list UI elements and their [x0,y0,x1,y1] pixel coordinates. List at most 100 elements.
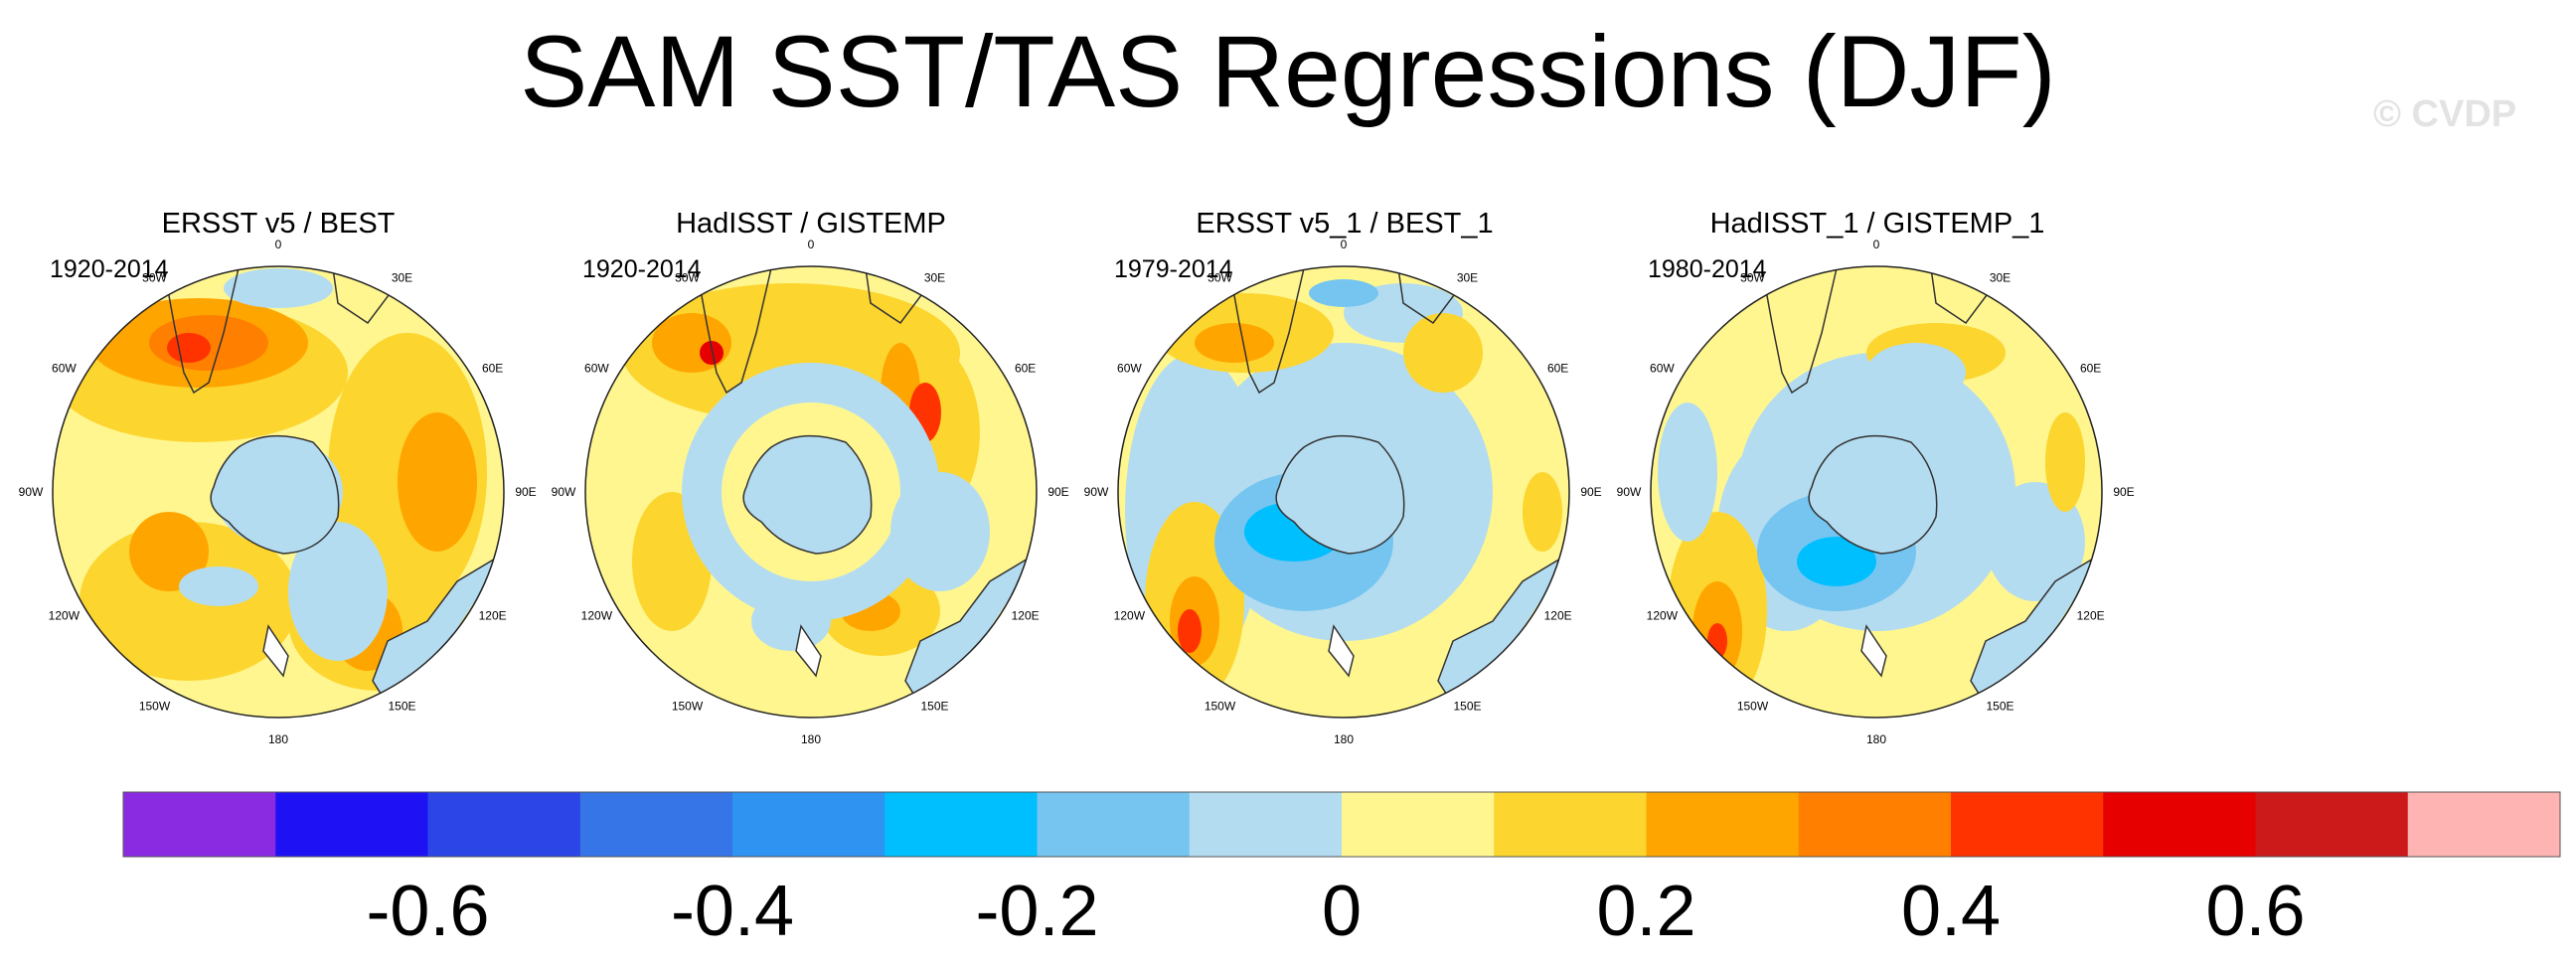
anomaly-field [1523,472,1562,552]
map-border [584,265,1038,719]
map-border [52,265,505,719]
antarctica-landmass [1808,434,1938,555]
anomaly-field [129,512,209,591]
longitude-label: 90E [1047,485,1068,499]
anomaly-field [288,522,388,661]
longitude-label: 120W [1647,609,1679,623]
africa-coastline [1930,267,1997,325]
longitude-label: 120E [479,609,507,623]
panel-period-3: 1979-2014 [1114,255,1233,283]
polar-map-2 [585,266,1037,718]
longitude-label: 120E [2077,609,2105,623]
cvdp-watermark: © CVDP [2373,93,2517,135]
new-zealand-landmass [1328,624,1355,678]
longitude-label: 30W [1208,270,1232,284]
anomaly-field [1707,623,1727,659]
africa-coastline [1397,267,1464,325]
longitude-label: 150E [1453,700,1481,714]
polar-map-1 [53,266,504,718]
south-america-coastline [696,267,772,395]
anomaly-field [1195,323,1274,363]
colorbar-swatch [275,792,428,857]
colorbar-swatch [732,792,886,857]
colorbar-swatch [2255,792,2409,857]
colorbar: -0.6 -0.4 -0.2 0 0.2 0.4 0.6 [122,791,2561,951]
colorbar-tick-label: 0.6 [2205,872,2305,951]
longitude-label: 0 [808,238,815,251]
longitude-label: 120E [1012,609,1040,623]
longitude-label: 150W [139,700,171,714]
longitude-label: 150W [1205,700,1236,714]
longitude-label: 180 [801,732,821,746]
colorbar-swatch [885,792,1038,857]
anomaly-field [224,268,333,308]
panel-period-1: 1920-2014 [50,255,169,283]
colorbar-tick-label: 0.4 [1901,872,2001,951]
longitude-label: 150E [388,700,415,714]
longitude-label: 60W [1650,362,1675,376]
africa-coastline [332,267,399,325]
anomaly-field [1986,482,2085,601]
longitude-label: 120W [1114,609,1146,623]
longitude-label: 0 [1873,238,1880,251]
anomaly-field [1178,609,1202,653]
longitude-label: 60W [584,362,609,376]
anomaly-field [700,341,724,365]
colorbar-swatch [1494,792,1647,857]
longitude-label: 30W [1740,270,1765,284]
south-america-coastline [1761,267,1838,395]
longitude-label: 30E [392,270,412,284]
antarctica-landmass [210,434,340,555]
panel-title-4: HadISST_1 / GISTEMP_1 [1709,208,2045,240]
longitude-label: 90W [1617,485,1642,499]
colorbar-tick-label: -0.6 [366,872,489,951]
longitude-label: 150E [1986,700,2013,714]
longitude-label: 180 [1334,732,1354,746]
longitude-label: 60W [52,362,77,376]
panel-period-2: 1920-2014 [582,255,702,283]
colorbar-swatch [1646,792,1800,857]
colorbar-tick-label: 0 [1322,872,1362,951]
longitude-label: 60E [2080,362,2101,376]
longitude-label: 150W [672,700,704,714]
polar-map-3 [1118,266,1569,718]
longitude-label: 90W [552,485,576,499]
anomaly-field [652,313,731,373]
anomaly-field [167,333,211,363]
longitude-label: 90E [2113,485,2134,499]
south-america-coastline [163,267,240,395]
colorbar-swatch [2103,792,2256,857]
colorbar-swatch [579,792,733,857]
colorbar-tick-label: -0.4 [671,872,794,951]
colorbar-frame [122,791,2561,858]
anomaly-field [398,412,477,552]
longitude-label: 60E [482,362,503,376]
longitude-label: 60E [1547,362,1568,376]
longitude-label: 90W [1084,485,1109,499]
anomaly-field [1866,343,1966,402]
anomaly-field [179,566,258,606]
map-border [1650,265,2103,719]
polar-map-4 [1651,266,2102,718]
colorbar-swatch [1798,792,1952,857]
page-title: SAM SST/TAS Regressions (DJF) [520,15,2056,128]
colorbar-tick-label: 0.2 [1596,872,1695,951]
panel-title-3: ERSST v5_1 / BEST_1 [1196,208,1494,240]
anomaly-field [1309,279,1378,307]
longitude-label: 180 [1866,732,1886,746]
new-zealand-landmass [795,624,822,678]
longitude-label: 90E [1580,485,1601,499]
south-america-coastline [1228,267,1305,395]
longitude-label: 30E [924,270,945,284]
colorbar-tick-label: -0.2 [975,872,1098,951]
anomaly-field [890,472,990,591]
longitude-label: 180 [268,732,288,746]
longitude-label: 90E [515,485,536,499]
anomaly-field [751,591,831,651]
new-zealand-landmass [1860,624,1887,678]
longitude-label: 150E [920,700,948,714]
colorbar-swatch [1951,792,2104,857]
colorbar-swatch [1037,792,1191,857]
longitude-label: 0 [1341,238,1348,251]
